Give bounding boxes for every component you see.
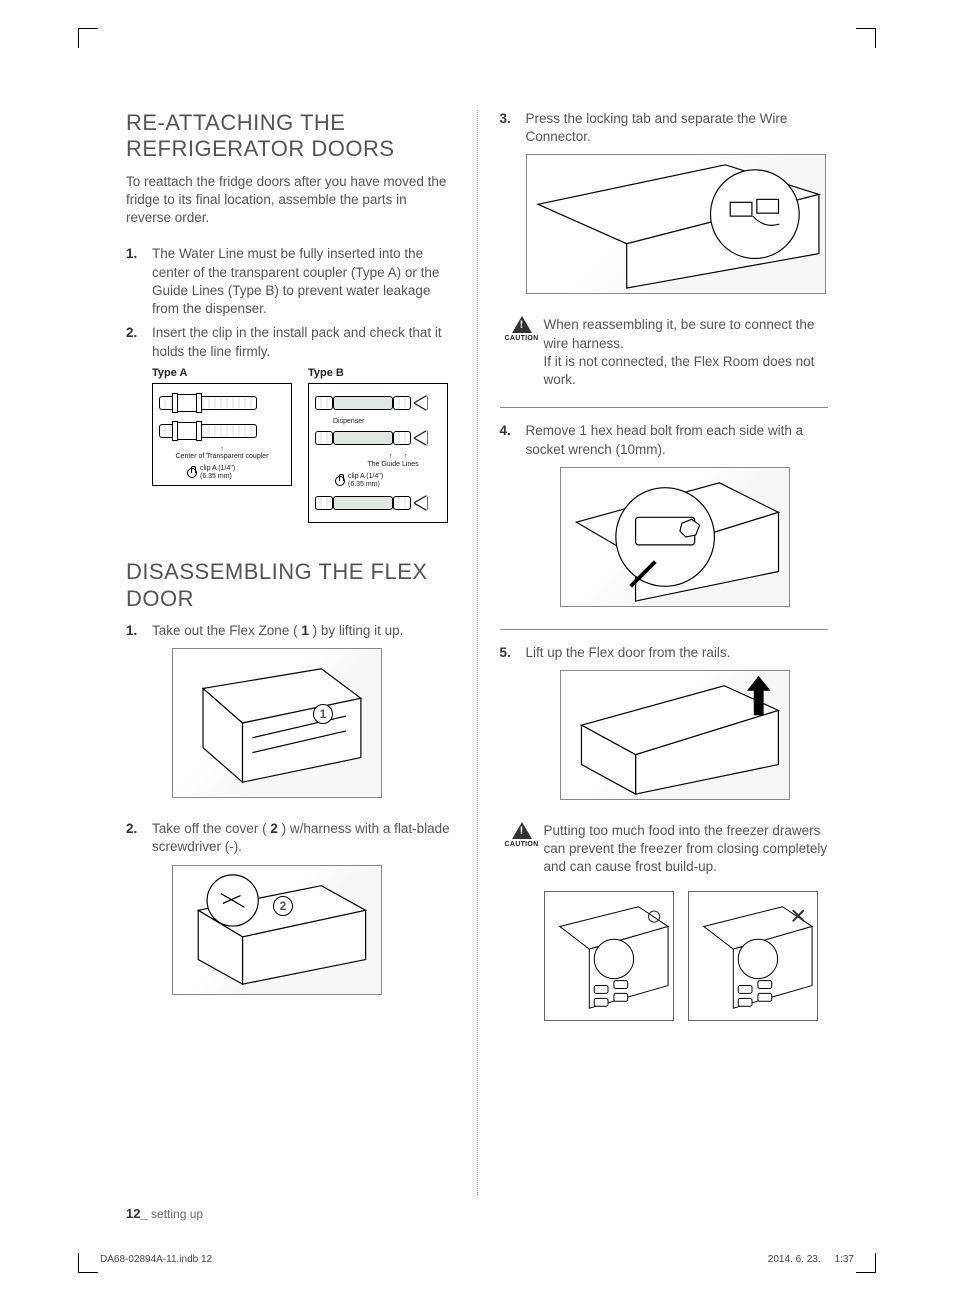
print-time: 1:37 bbox=[835, 1254, 854, 1265]
page: RE-ATTACHING THE REFRIGERATOR DOORS To r… bbox=[0, 0, 954, 1301]
step-5: Lift up the Flex door from the rails. bbox=[500, 644, 829, 662]
correct-box: ○ bbox=[544, 891, 674, 1021]
ok-symbol: ○ bbox=[646, 900, 663, 932]
center-label: Center of Transparent coupler bbox=[159, 453, 285, 461]
caution-icon: CAUTION bbox=[500, 822, 544, 849]
page-section: setting up bbox=[148, 1207, 203, 1221]
heading-disassembling: DISASSEMBLING THE FLEX DOOR bbox=[126, 559, 455, 612]
reattach-steps: The Water Line must be fully inserted in… bbox=[126, 245, 455, 360]
flex-step-1: Take out the Flex Zone ( 1 ) by lifting … bbox=[126, 622, 455, 798]
text: ) by lifting it up. bbox=[309, 623, 404, 638]
clip-icon bbox=[335, 476, 345, 486]
caution-icon: CAUTION bbox=[500, 316, 544, 343]
clip-a-label: clip A (1/4") (6.35 mm) bbox=[200, 465, 235, 480]
right-steps-4: Remove 1 hex head bolt from each side wi… bbox=[500, 422, 829, 458]
crop-mark bbox=[78, 1253, 98, 1273]
type-a-diagram: ↑ Center of Transparent coupler clip A (… bbox=[152, 383, 292, 486]
caution-line-2: If it is not connected, the Flex Room do… bbox=[544, 354, 815, 387]
caution-1: CAUTION When reassembling it, be sure to… bbox=[500, 316, 829, 389]
two-column-layout: RE-ATTACHING THE REFRIGERATOR DOORS To r… bbox=[118, 110, 836, 1195]
left-column: RE-ATTACHING THE REFRIGERATOR DOORS To r… bbox=[118, 110, 477, 1195]
intro-text: To reattach the fridge doors after you h… bbox=[126, 173, 455, 228]
hex-bolt-figure bbox=[560, 467, 790, 607]
page-number: 12_ setting up bbox=[126, 1206, 203, 1221]
callout-bubble-2: 2 bbox=[273, 896, 293, 916]
flex-door-lift-figure bbox=[560, 670, 790, 800]
type-a-label: Type A bbox=[152, 367, 298, 379]
caution-label: CAUTION bbox=[500, 334, 544, 343]
callout-2: 2 bbox=[270, 821, 278, 836]
right-steps: Press the locking tab and separate the W… bbox=[500, 110, 829, 146]
heading-reattaching: RE-ATTACHING THE REFRIGERATOR DOORS bbox=[126, 110, 455, 163]
crop-mark bbox=[856, 1253, 876, 1273]
step-3: Press the locking tab and separate the W… bbox=[500, 110, 829, 146]
text: Take out the Flex Zone ( bbox=[152, 623, 301, 638]
wire-connector-figure bbox=[526, 154, 826, 294]
correct-incorrect-pair: ○ × bbox=[544, 891, 829, 1021]
callout-1: 1 bbox=[301, 623, 309, 638]
divider bbox=[500, 407, 829, 408]
dispenser-label: Dispenser bbox=[333, 418, 441, 426]
content-area: RE-ATTACHING THE REFRIGERATOR DOORS To r… bbox=[118, 110, 836, 1211]
print-datetime: 2014. 6. 23. 1:37 bbox=[768, 1254, 854, 1265]
crop-mark bbox=[78, 28, 98, 48]
page-footer: 12_ setting up bbox=[126, 1206, 828, 1221]
flex-step-2: Take off the cover ( 2 ) w/harness with … bbox=[126, 820, 455, 994]
ng-symbol: × bbox=[790, 900, 806, 932]
cover-illustration bbox=[173, 866, 381, 994]
guide-lines-label: The Guide Lines bbox=[345, 461, 441, 469]
incorrect-box: × bbox=[688, 891, 818, 1021]
disassemble-steps: Take out the Flex Zone ( 1 ) by lifting … bbox=[126, 622, 455, 995]
caution-text: When reassembling it, be sure to connect… bbox=[544, 316, 829, 389]
coupler-diagrams: Type A ↑ Center of Transparent coupler c… bbox=[152, 367, 455, 523]
cover-figure: 2 bbox=[172, 865, 382, 995]
type-b-diagram: Dispenser ↑ ↑ The Guide Lines clip A (1/… bbox=[308, 383, 448, 523]
bolt-illustration bbox=[561, 468, 789, 606]
step-1: The Water Line must be fully inserted in… bbox=[126, 245, 455, 318]
caution-text-2: Putting too much food into the freezer d… bbox=[544, 822, 829, 877]
right-column: Press the locking tab and separate the W… bbox=[477, 110, 837, 1195]
caution-2: CAUTION Putting too much food into the f… bbox=[500, 822, 829, 877]
flex-zone-figure: 1 bbox=[172, 648, 382, 798]
clip-b-label: clip A (1/4") (6.35 mm) bbox=[348, 473, 383, 488]
lift-illustration bbox=[561, 671, 789, 799]
doc-id: DA68-02894A-11.indb 12 bbox=[100, 1254, 212, 1265]
right-steps-5: Lift up the Flex door from the rails. bbox=[500, 644, 829, 662]
caution-label: CAUTION bbox=[500, 840, 544, 849]
drawer-illustration bbox=[173, 649, 381, 797]
step-2: Insert the clip in the install pack and … bbox=[126, 324, 455, 360]
print-meta: DA68-02894A-11.indb 12 2014. 6. 23. 1:37 bbox=[100, 1254, 854, 1265]
connector-illustration bbox=[527, 155, 825, 293]
text: Take off the cover ( bbox=[152, 821, 270, 836]
clip-icon bbox=[187, 468, 197, 478]
page-num: 12_ bbox=[126, 1206, 148, 1221]
crop-mark bbox=[856, 28, 876, 48]
print-date: 2014. 6. 23. bbox=[768, 1254, 821, 1265]
caution-line-1: When reassembling it, be sure to connect… bbox=[544, 317, 815, 350]
divider bbox=[500, 629, 829, 630]
type-b-label: Type B bbox=[308, 367, 454, 379]
step-4: Remove 1 hex head bolt from each side wi… bbox=[500, 422, 829, 458]
